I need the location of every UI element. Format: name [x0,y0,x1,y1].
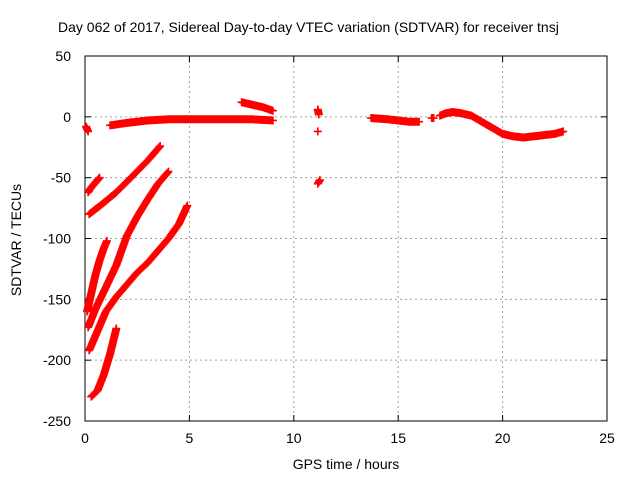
y-tick-label: -100 [43,231,71,247]
data-point-markers [367,114,424,126]
series-arc-g [87,324,121,401]
axis-ticks: 0 5 10 15 20 25 -250 -200 -150 -100 -50 0 50 [43,48,615,446]
chart-title: Day 062 of 2017, Sidereal Day-to-day VTE… [58,19,559,35]
y-tick-label: -150 [43,291,71,307]
x-tick-label: 25 [599,430,615,446]
data-point-markers [83,236,111,316]
series-arc-k [313,127,322,136]
series-arc-a [82,122,93,136]
data-point-markers [313,127,322,136]
data-point-markers [313,105,323,119]
data-points [82,98,568,401]
data-point-markers [84,167,173,332]
data-point-markers [85,201,192,355]
x-tick-label: 5 [186,430,194,446]
y-tick-label: -250 [43,413,71,429]
series-arc-b [84,173,104,197]
grid-lines [85,56,607,421]
x-axis-label: GPS time / hours [292,456,400,472]
series-arc-h [106,115,277,130]
y-tick-label: 50 [55,48,71,64]
series-arc-o [435,107,568,142]
x-tick-label: 15 [390,430,406,446]
x-tick-label: 0 [81,430,89,446]
data-point-markers [427,114,438,123]
data-point-markers [85,142,165,219]
series-arc-d [83,236,111,316]
data-point-markers [84,173,104,197]
x-tick-label: 10 [286,430,302,446]
series-arc-c [85,142,165,219]
series-arc-n [427,114,438,123]
y-axis-label: SDTVAR / TECUs [8,183,24,297]
x-tick-label: 20 [495,430,511,446]
data-point-markers [237,98,277,115]
y-tick-label: 0 [63,109,71,125]
series-arc-j [313,105,323,119]
data-point-markers [87,324,121,401]
data-point-markers [106,115,277,130]
series-arc-i [237,98,277,115]
y-tick-label: -50 [51,170,71,186]
data-point-markers [82,122,93,136]
data-point-markers [435,107,568,142]
series-arc-l [313,176,324,188]
y-tick-label: -200 [43,352,71,368]
data-point-markers [313,176,324,188]
series-arc-e [84,167,173,332]
series-arc-m [367,114,424,126]
series-arc-f [85,201,192,355]
